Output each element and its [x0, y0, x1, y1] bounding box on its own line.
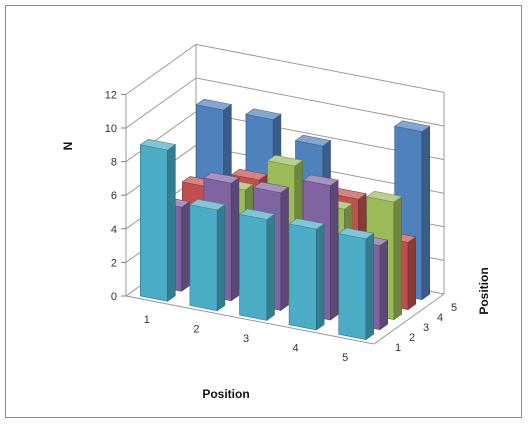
- bar-face-side: [266, 213, 275, 321]
- bar-face-side: [230, 177, 240, 302]
- z-axis-title: N: [61, 142, 75, 151]
- bar-face-side: [316, 223, 325, 331]
- gridline-10: [125, 77, 445, 129]
- bar-row1-col4: [288, 218, 325, 331]
- z-tick-label-6: 6: [111, 190, 117, 202]
- bar-face-side: [280, 186, 289, 311]
- z-tick-label-10: 10: [105, 123, 117, 135]
- bar-face-front: [288, 223, 317, 331]
- bar-face-top: [238, 208, 276, 220]
- bar-face-top: [189, 198, 226, 211]
- bar-face-top: [302, 174, 339, 186]
- gridline-12: [125, 43, 445, 95]
- bar-face-side: [216, 203, 226, 312]
- y-tick-label-2: 2: [409, 332, 415, 344]
- bar-face-side: [365, 232, 375, 341]
- floor-edge-1: [373, 293, 445, 345]
- bar-face-side: [407, 236, 417, 311]
- z-tick-label-12: 12: [105, 89, 117, 101]
- x-tick-label-3: 3: [243, 333, 249, 345]
- y-tick-label-3: 3: [423, 322, 429, 334]
- bar-face-side: [421, 125, 431, 301]
- bar-face-front: [239, 213, 268, 321]
- x-tick-label-1: 1: [144, 314, 150, 326]
- bar-face-top: [231, 168, 268, 181]
- bar-face-side: [379, 239, 389, 331]
- bar-face-front: [189, 204, 218, 312]
- y-tick-label-4: 4: [437, 312, 443, 324]
- bar-face-side: [181, 201, 190, 292]
- bar-face-top: [288, 218, 325, 230]
- floor-edge-0: [125, 295, 375, 345]
- bar-face-top: [294, 134, 332, 147]
- x-tick-label-5: 5: [342, 352, 348, 364]
- bar-face-top: [203, 172, 240, 184]
- bar-face-top: [245, 108, 282, 120]
- bar-face-front: [338, 233, 367, 340]
- bar-face-top: [252, 181, 290, 194]
- bar-face-front: [140, 144, 168, 302]
- bar-row1-col3: [238, 208, 276, 321]
- z-tick-label-8: 8: [111, 157, 117, 169]
- x-axis-title: Position: [202, 387, 249, 401]
- bar-face-side: [393, 195, 403, 321]
- y-tick-label-5: 5: [451, 302, 457, 314]
- bar-row1-col5: [337, 227, 375, 341]
- z-tick-label-2: 2: [111, 257, 117, 269]
- bar-face-top: [266, 154, 304, 167]
- chart-frame: 0 2 4 6 8 10 12 1 2 3 4 5 1 2 3 4 5 Position Position N: [5, 5, 522, 418]
- bar-face-top: [337, 227, 375, 240]
- x-tick-label-2: 2: [193, 323, 199, 335]
- z-tick-label-0: 0: [111, 291, 117, 303]
- bar-face-side: [330, 179, 339, 321]
- bar-face-top: [393, 120, 431, 132]
- y-axis-title: Position: [477, 267, 491, 314]
- bar-face-top: [365, 190, 403, 203]
- bar-row1-col1: [139, 138, 177, 302]
- z-tick-label-4: 4: [111, 224, 117, 236]
- bar-row1-col2: [189, 198, 226, 312]
- x-tick-label-4: 4: [293, 343, 299, 355]
- bar-face-side: [167, 143, 176, 302]
- y-tick-label-1: 1: [395, 342, 401, 354]
- bar-face-top: [139, 138, 177, 151]
- bar-face-top: [195, 98, 233, 111]
